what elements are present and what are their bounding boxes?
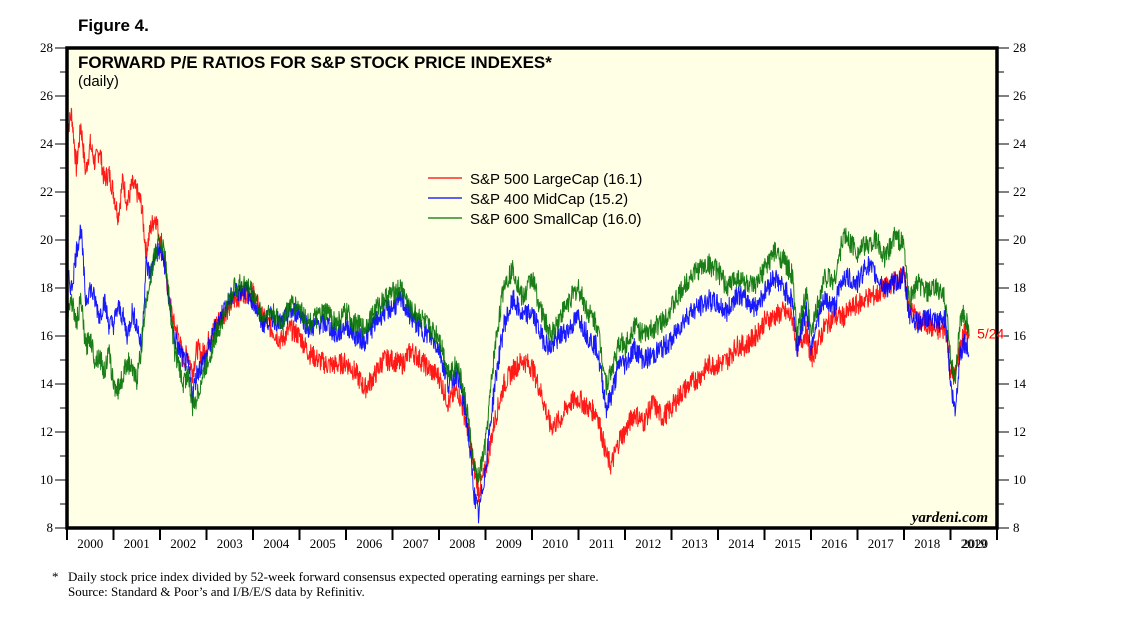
y-tick-label-right: 26 [1013, 88, 1027, 103]
y-tick-label-right: 14 [1013, 376, 1027, 391]
series-line-sp600 [66, 226, 970, 486]
plot-area [67, 48, 997, 528]
footnote-definition: Daily stock price index divided by 52-we… [68, 569, 599, 584]
y-tick-label-right: 28 [1013, 40, 1026, 55]
x-tick-label: 2006 [356, 536, 383, 551]
x-tick-label: 2009 [496, 536, 522, 551]
footnote-source: Source: Standard & Poor’s and I/B/E/S da… [68, 584, 365, 599]
x-tick-label: 2003 [217, 536, 243, 551]
y-tick-label-right: 12 [1013, 424, 1026, 439]
footnote-marker: * [52, 569, 59, 584]
y-axis-right: 8 10 12 14 16 18 20 22 24 26 28 [997, 40, 1027, 535]
y-tick-label-right: 18 [1013, 280, 1026, 295]
y-tick-label-right: 8 [1013, 520, 1020, 535]
x-tick-label: 2000 [77, 536, 103, 551]
x-tick-label: 2015 [775, 536, 801, 551]
legend-label-sp400: S&P 400 MidCap (15.2) [470, 191, 628, 208]
x-tick-label: 2010 [542, 536, 568, 551]
x-tick-label: 2011 [589, 536, 615, 551]
y-tick-label-right: 22 [1013, 184, 1026, 199]
x-tick-label: 2008 [449, 536, 475, 551]
y-tick-label-right: 10 [1013, 472, 1026, 487]
x-tick-label: 2012 [635, 536, 661, 551]
legend-label-sp600: S&P 600 SmallCap (16.0) [470, 211, 641, 228]
figure-label: Figure 4. [78, 16, 149, 35]
y-tick-label-left: 10 [40, 472, 53, 487]
y-tick-label-left: 16 [40, 328, 54, 343]
x-tick-label: 2004 [263, 536, 290, 551]
y-tick-label-left: 18 [40, 280, 53, 295]
watermark: yardeni.com [910, 510, 988, 526]
y-tick-label-left: 24 [40, 136, 54, 151]
legend: S&P 500 LargeCap (16.1) S&P 400 MidCap (… [428, 171, 642, 228]
y-tick-label-left: 14 [40, 376, 54, 391]
x-tick-label: 2014 [728, 536, 755, 551]
y-tick-label-left: 28 [40, 40, 53, 55]
y-axis-left: 8 10 12 14 16 18 20 22 24 26 28 [40, 40, 67, 535]
x-axis: 2000 2001 2002 2003 2004 2005 2006 2007 2008 2009… [66, 528, 998, 551]
y-tick-label-right: 16 [1013, 328, 1027, 343]
x-tick-label: 2016 [821, 536, 848, 551]
y-tick-label-left: 26 [40, 88, 54, 103]
latest-date-annotation: 5/24 [977, 326, 1004, 342]
y-tick-label-right: 24 [1013, 136, 1027, 151]
x-tick-label: 2002 [170, 536, 196, 551]
y-tick-label-left: 8 [47, 520, 54, 535]
y-tick-label-left: 12 [40, 424, 53, 439]
x-tick-label: 2019 [961, 536, 987, 551]
x-tick-label: 2013 [682, 536, 708, 551]
x-tick-label: 2001 [124, 536, 150, 551]
x-tick-label: 2020 [962, 536, 988, 551]
legend-label-sp500: S&P 500 LargeCap (16.1) [470, 171, 642, 188]
x-tick-label: 2007 [403, 536, 430, 551]
x-tick-label: 2018 [914, 536, 940, 551]
y-tick-label-left: 22 [40, 184, 53, 199]
series-layer [66, 107, 970, 524]
y-tick-label-left: 20 [40, 232, 53, 247]
chart-subtitle: (daily) [78, 73, 119, 90]
x-tick-label: 2017 [868, 536, 895, 551]
series-line-sp500 [66, 107, 970, 503]
chart-title: FORWARD P/E RATIOS FOR S&P STOCK PRICE I… [78, 53, 552, 72]
y-tick-label-right: 20 [1013, 232, 1026, 247]
x-tick-label: 2005 [310, 536, 336, 551]
